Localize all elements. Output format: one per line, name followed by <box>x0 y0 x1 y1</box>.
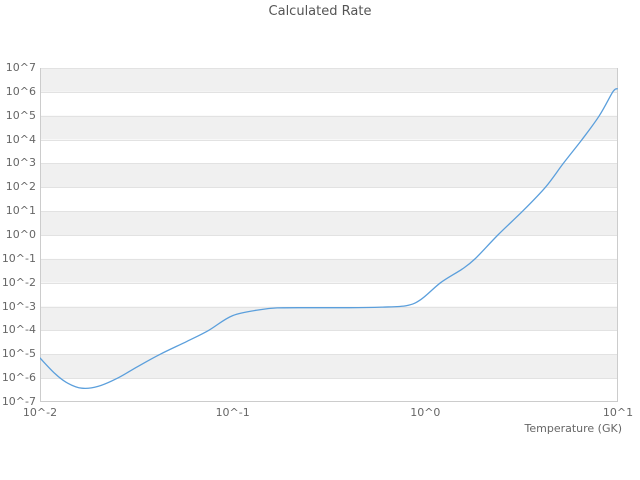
plot-band <box>40 306 618 331</box>
x-tick-label: 10^1 <box>602 406 634 419</box>
x-tick-label: 10^-1 <box>215 406 250 419</box>
y-tick-label: 10^6 <box>5 84 36 98</box>
y-tick-label: 10^7 <box>5 61 36 74</box>
plot-band <box>40 187 618 212</box>
y-tick-label: 10^5 <box>5 108 36 122</box>
plot-band <box>40 163 618 188</box>
y-tick-label: 10^-7 <box>1 395 36 408</box>
chart-title: Calculated Rate <box>268 4 372 19</box>
plot-area <box>40 68 618 402</box>
rate-curve <box>40 88 618 390</box>
y-tick-label: 10^1 <box>5 204 36 218</box>
y-tick-label: 10^-4 <box>1 323 36 337</box>
x-tick-label: 10^-2 <box>22 406 58 419</box>
y-tick-label: 10^-2 <box>1 275 36 289</box>
y-tick-label: 10^3 <box>5 156 36 170</box>
plot-band <box>40 330 618 355</box>
plot-band <box>40 354 618 379</box>
y-tick-label: 10^-1 <box>1 251 36 265</box>
plot-band <box>40 282 618 307</box>
y-tick-label: 10^2 <box>5 180 36 194</box>
y-tick-label: 10^-3 <box>1 299 36 313</box>
plot-band <box>40 115 618 140</box>
plot-svg <box>40 68 618 402</box>
y-tick-label: 10^-5 <box>1 347 36 361</box>
plot-band <box>40 68 618 92</box>
plot-band <box>40 139 618 164</box>
plot-band <box>40 235 618 259</box>
plot-band <box>40 258 618 283</box>
x-tick-label: 10^0 <box>410 406 441 419</box>
plot-band <box>40 91 618 116</box>
plot-band <box>40 211 618 235</box>
y-tick-label: 10^4 <box>5 132 36 146</box>
y-tick-label: 10^0 <box>5 228 36 241</box>
plot-band <box>40 378 618 402</box>
x-axis-title: Temperature (GK) <box>524 422 623 435</box>
y-tick-label: 10^-6 <box>1 371 36 385</box>
